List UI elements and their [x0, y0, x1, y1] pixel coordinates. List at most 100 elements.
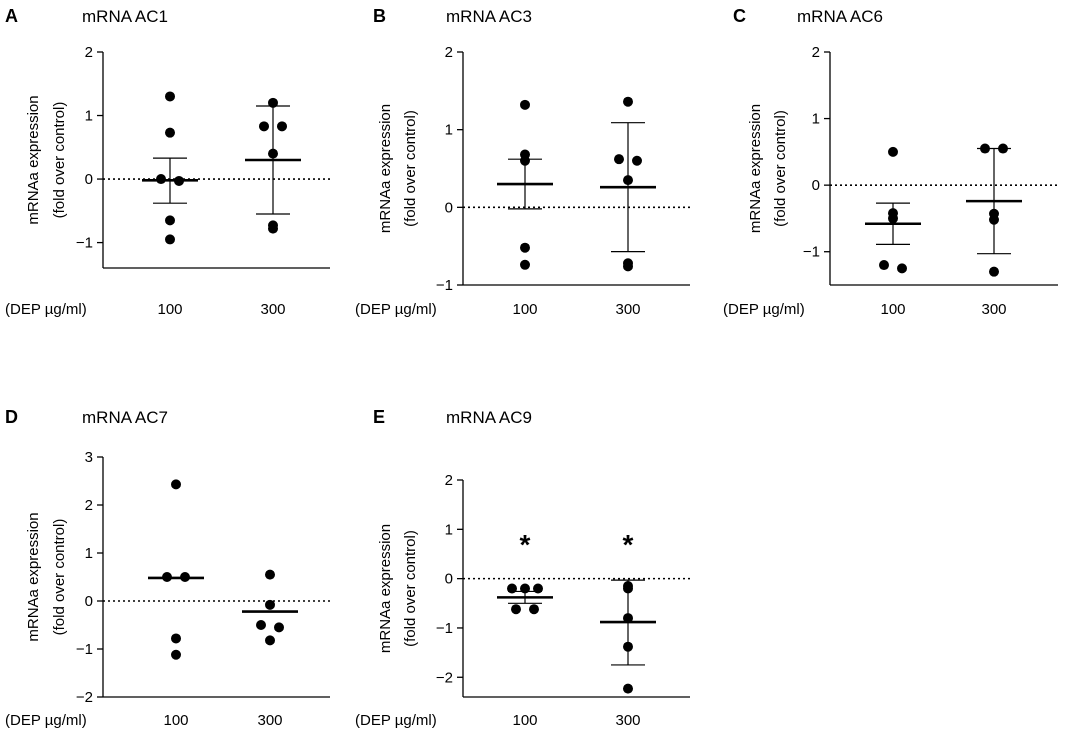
data-point: [980, 143, 990, 154]
y-tick-label: 0: [812, 177, 820, 194]
y-tick-label: −1: [436, 277, 453, 294]
panel-letter: B: [373, 6, 386, 26]
x-tick-label: 100: [880, 301, 905, 318]
data-point: [623, 581, 633, 592]
panel-letter: D: [5, 407, 18, 427]
y-tick-label: 2: [445, 44, 453, 61]
y-tick-label: 1: [85, 545, 93, 562]
y-tick-label: −2: [76, 689, 93, 706]
data-point: [520, 259, 530, 270]
data-point: [507, 583, 517, 594]
data-point: [268, 148, 278, 159]
y-tick-label: 3: [85, 449, 93, 466]
data-point: [277, 121, 287, 132]
x-axis-unit-label: (DEP µg/ml): [5, 301, 87, 318]
data-point: [268, 97, 278, 108]
chart-title: mRNA AC3: [446, 7, 532, 26]
x-tick-label: 300: [257, 712, 282, 729]
x-tick-label: 300: [615, 712, 640, 729]
panel-letter: A: [5, 6, 18, 26]
data-point: [268, 223, 278, 234]
y-axis-label-2: (fold over control): [51, 102, 68, 219]
x-tick-label: 100: [512, 712, 537, 729]
data-point: [162, 572, 172, 582]
chart-title: mRNA AC7: [82, 408, 168, 427]
data-point: [520, 242, 530, 253]
x-tick-label: 100: [512, 301, 537, 318]
chart-title: mRNA AC6: [797, 7, 883, 26]
y-tick-label: 1: [85, 108, 93, 125]
data-point: [623, 641, 633, 652]
y-axis-label: mRNAa expression: [747, 104, 764, 233]
data-point: [256, 620, 266, 630]
data-point: [533, 583, 543, 594]
data-point: [171, 479, 181, 490]
data-point: [165, 127, 175, 138]
data-point: [623, 683, 633, 694]
y-axis-label-2: (fold over control): [402, 530, 419, 647]
panel-letter: E: [373, 407, 385, 427]
data-point: [265, 635, 275, 646]
significance-marker: *: [520, 529, 531, 560]
data-point: [265, 599, 275, 610]
y-axis-label-2: (fold over control): [772, 110, 789, 227]
chart-title: mRNA AC9: [446, 408, 532, 427]
data-point: [511, 604, 521, 615]
panel-letter: C: [733, 6, 746, 26]
data-point: [623, 175, 633, 186]
x-axis-unit-label: (DEP µg/ml): [5, 712, 87, 729]
x-tick-label: 100: [163, 712, 188, 729]
y-axis-label-2: (fold over control): [402, 110, 419, 227]
x-tick-label: 300: [615, 301, 640, 318]
y-tick-label: 0: [445, 571, 453, 588]
data-point: [632, 155, 642, 166]
data-point: [888, 146, 898, 157]
y-tick-label: 1: [445, 521, 453, 538]
data-point: [989, 214, 999, 225]
data-point: [156, 174, 166, 185]
significance-marker: *: [623, 529, 634, 560]
y-tick-label: 2: [812, 44, 820, 61]
data-point: [998, 143, 1008, 154]
data-point: [274, 622, 284, 633]
y-tick-label: 0: [85, 593, 93, 610]
data-point: [165, 215, 175, 226]
data-point: [897, 263, 907, 274]
y-tick-label: 2: [85, 497, 93, 514]
data-point: [265, 569, 275, 580]
y-tick-label: −1: [436, 620, 453, 637]
x-axis-unit-label: (DEP µg/ml): [723, 301, 805, 318]
y-axis-label: mRNAa expression: [25, 512, 42, 641]
y-tick-label: 0: [85, 171, 93, 188]
data-point: [165, 234, 175, 245]
data-point: [623, 613, 633, 624]
data-point: [259, 121, 269, 132]
y-axis-label: mRNAa expression: [25, 95, 42, 224]
x-axis-unit-label: (DEP µg/ml): [355, 712, 437, 729]
data-point: [165, 91, 175, 102]
chart-title: mRNA AC1: [82, 7, 168, 26]
data-point: [171, 633, 181, 644]
data-point: [888, 213, 898, 224]
y-tick-label: 2: [445, 472, 453, 489]
x-axis-unit-label: (DEP µg/ml): [355, 301, 437, 318]
data-point: [623, 261, 633, 272]
y-tick-label: −2: [436, 669, 453, 686]
data-point: [171, 649, 181, 660]
data-point: [180, 572, 190, 582]
data-point: [520, 155, 530, 166]
data-point: [174, 175, 184, 186]
y-axis-label: mRNAa expression: [377, 104, 394, 233]
y-tick-label: 1: [812, 111, 820, 128]
data-point: [529, 604, 539, 615]
x-tick-label: 300: [981, 301, 1006, 318]
data-point: [614, 154, 624, 165]
data-point: [520, 99, 530, 110]
y-axis-label: mRNAa expression: [377, 524, 394, 653]
y-tick-label: −1: [76, 641, 93, 658]
